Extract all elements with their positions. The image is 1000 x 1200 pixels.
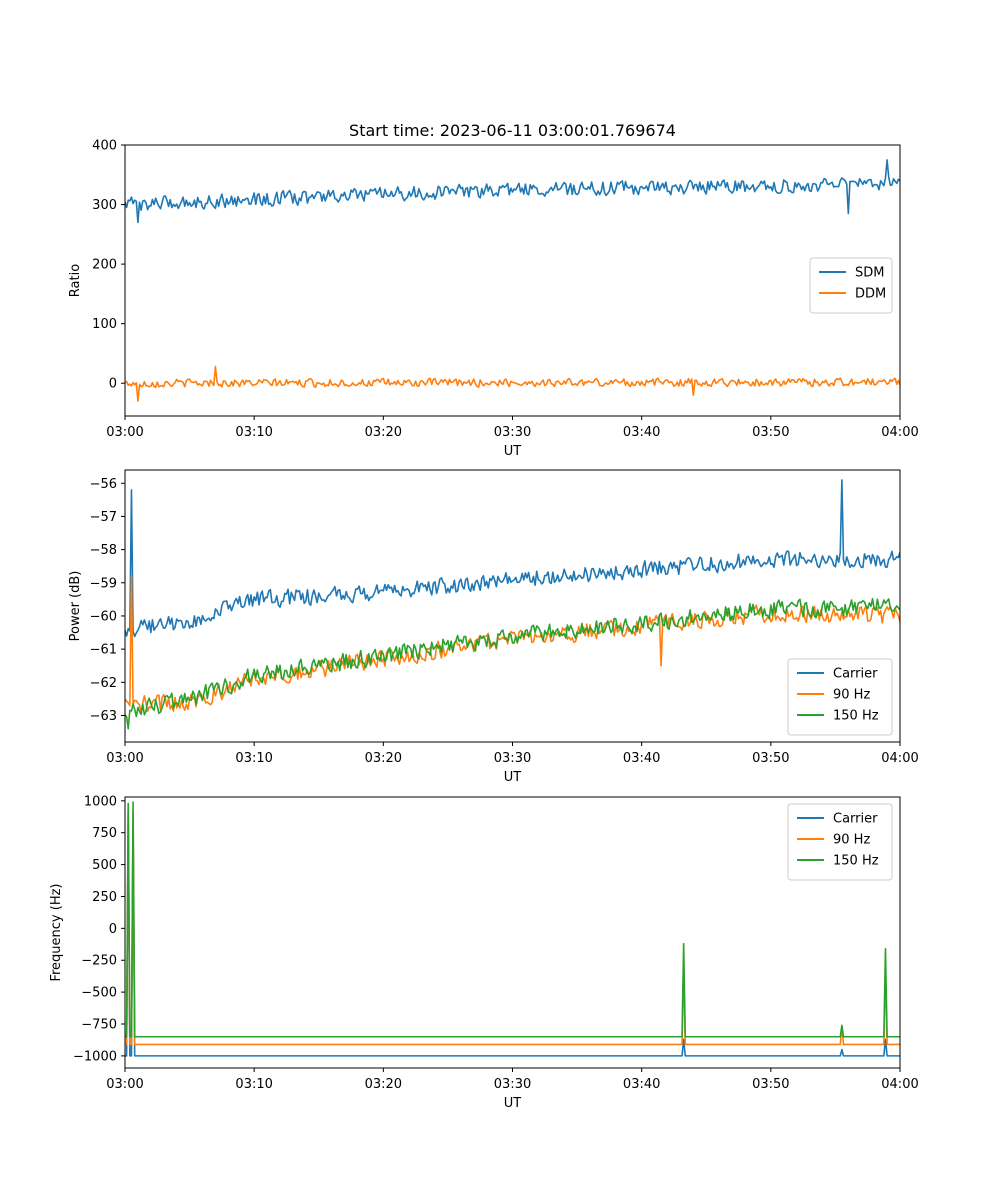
axes-frame bbox=[124, 796, 901, 1069]
x-tick-label: 03:10 bbox=[235, 751, 272, 766]
x-tick-label: 04:00 bbox=[881, 425, 918, 440]
legend-label: DDM bbox=[855, 287, 886, 302]
y-tick-label: 1000 bbox=[84, 794, 117, 809]
x-axis-label: UT bbox=[504, 444, 522, 459]
axes-frame bbox=[124, 144, 901, 417]
y-axis-label: Frequency (Hz) bbox=[49, 883, 64, 981]
y-tick-label: −750 bbox=[81, 1018, 117, 1033]
x-tick-label: 03:50 bbox=[752, 751, 789, 766]
legend: Carrier 90 Hz 150 Hz bbox=[787, 803, 893, 881]
series-line-carrier bbox=[125, 479, 900, 638]
x-tick-label: 03:20 bbox=[365, 1077, 402, 1092]
x-tick-label: 03:40 bbox=[623, 425, 660, 440]
figure-title: Start time: 2023-06-11 03:00:01.769674 bbox=[349, 121, 676, 140]
y-tick-label: −61 bbox=[90, 643, 117, 658]
legend-label: 90 Hz bbox=[833, 833, 870, 848]
y-axis-label: Power (dB) bbox=[68, 571, 83, 642]
x-axis-label: UT bbox=[504, 1096, 522, 1111]
x-tick-label: 03:50 bbox=[752, 425, 789, 440]
x-tick-label: 03:10 bbox=[235, 1077, 272, 1092]
series-line-90-hz bbox=[125, 806, 900, 1046]
y-tick-label: −58 bbox=[90, 543, 117, 558]
y-tick-label: −63 bbox=[90, 709, 117, 724]
y-tick-label: −60 bbox=[90, 609, 117, 624]
series-line-carrier bbox=[125, 812, 900, 1057]
y-tick-label: 0 bbox=[109, 922, 117, 937]
legend: SDM DDM bbox=[809, 257, 893, 314]
y-tick-label: −500 bbox=[81, 986, 117, 1001]
y-axis-label: Ratio bbox=[68, 264, 83, 297]
legend-label: 150 Hz bbox=[833, 709, 879, 724]
series-line-90-hz bbox=[125, 575, 900, 713]
y-tick-label: −62 bbox=[90, 676, 117, 691]
legend-label: Carrier bbox=[833, 812, 878, 827]
y-tick-label: −1000 bbox=[73, 1049, 117, 1064]
x-tick-label: 03:30 bbox=[494, 1077, 531, 1092]
chart-panel-2: 03:00 03:10 03:20 03:30 03:40 03:50 04:00 UT −63… bbox=[68, 469, 919, 785]
y-tick-label: 200 bbox=[92, 258, 117, 273]
x-tick-label: 03:50 bbox=[752, 1077, 789, 1092]
y-tick-label: −250 bbox=[81, 954, 117, 969]
x-tick-label: 03:30 bbox=[494, 751, 531, 766]
y-tick-label: 0 bbox=[109, 377, 117, 392]
y-tick-label: 100 bbox=[92, 317, 117, 332]
x-tick-label: 03:20 bbox=[365, 751, 402, 766]
series-line-150-hz bbox=[125, 598, 900, 730]
series-line-ddm bbox=[125, 365, 900, 402]
x-tick-label: 03:30 bbox=[494, 425, 531, 440]
x-tick-label: 03:20 bbox=[365, 425, 402, 440]
legend-label: 90 Hz bbox=[833, 688, 870, 703]
legend-label: 150 Hz bbox=[833, 854, 879, 869]
x-axis-label: UT bbox=[504, 770, 522, 785]
x-tick-label: 04:00 bbox=[881, 751, 918, 766]
legend: Carrier 90 Hz 150 Hz bbox=[787, 658, 893, 736]
y-tick-label: 500 bbox=[92, 858, 117, 873]
y-tick-label: 300 bbox=[92, 198, 117, 213]
y-tick-label: 250 bbox=[92, 890, 117, 905]
chart-panel-3: 03:00 03:10 03:20 03:30 03:40 03:50 04:00 UT −10… bbox=[49, 794, 919, 1111]
y-tick-label: 750 bbox=[92, 826, 117, 841]
x-tick-label: 03:00 bbox=[106, 425, 143, 440]
y-tick-label: −59 bbox=[90, 576, 117, 591]
chart-panel-1: 03:00 03:10 03:20 03:30 03:40 03:50 04:00 UT 0 10… bbox=[68, 139, 919, 460]
x-tick-label: 03:10 bbox=[235, 425, 272, 440]
legend-label: Carrier bbox=[833, 667, 878, 682]
x-tick-label: 03:40 bbox=[623, 1077, 660, 1092]
y-tick-label: −57 bbox=[90, 510, 117, 525]
y-tick-label: −56 bbox=[90, 477, 117, 492]
legend-label: SDM bbox=[855, 266, 884, 281]
y-tick-label: 400 bbox=[92, 139, 117, 154]
x-tick-label: 03:40 bbox=[623, 751, 660, 766]
x-tick-label: 04:00 bbox=[881, 1077, 918, 1092]
series-line-sdm bbox=[125, 159, 900, 224]
x-tick-label: 03:00 bbox=[106, 751, 143, 766]
series-line-150-hz bbox=[125, 801, 900, 1038]
x-tick-label: 03:00 bbox=[106, 1077, 143, 1092]
